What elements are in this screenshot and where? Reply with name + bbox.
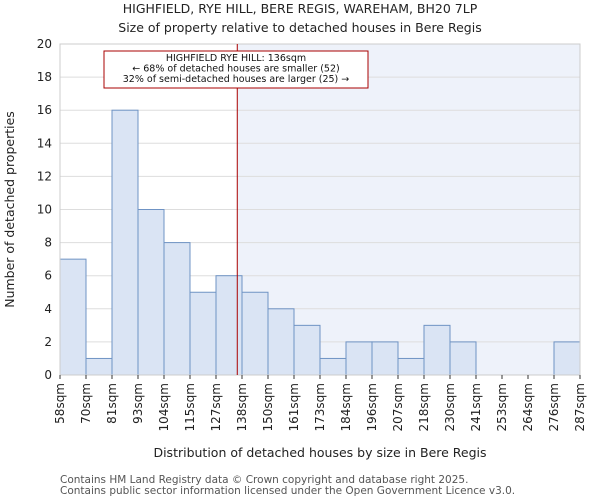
- bar-173sqm: [319, 357, 347, 376]
- x-tick-label: 138sqm: [235, 383, 249, 431]
- bar-207sqm: [397, 357, 425, 376]
- x-tick-label: 264sqm: [521, 383, 535, 431]
- bar-196sqm: [371, 341, 399, 376]
- x-tick-label: 70sqm: [79, 383, 93, 424]
- y-tick-label: 12: [37, 169, 52, 183]
- annotation-line-smaller: ← 68% of detached houses are smaller (52…: [132, 64, 339, 75]
- bar-81sqm: [111, 109, 139, 376]
- y-tick-label: 18: [37, 70, 52, 84]
- x-tick-label: 287sqm: [573, 383, 587, 431]
- y-tick-label: 16: [37, 103, 52, 117]
- y-tick-label: 4: [44, 302, 52, 316]
- x-tick-label: 253sqm: [495, 383, 509, 431]
- footer-copyright: Contains HM Land Registry data © Crown c…: [60, 474, 468, 486]
- y-axis-label: Number of detached properties: [2, 111, 17, 308]
- bar-115sqm: [189, 291, 217, 376]
- y-tick-label: 6: [44, 269, 52, 283]
- bar-58sqm: [59, 258, 87, 376]
- bar-150sqm: [267, 308, 295, 376]
- bar-127sqm: [215, 275, 243, 376]
- x-tick-label: 161sqm: [287, 383, 301, 431]
- x-tick-label: 207sqm: [391, 383, 405, 431]
- x-tick-label: 218sqm: [417, 383, 431, 431]
- x-tick-label: 196sqm: [365, 383, 379, 431]
- y-axis-ticks: 0 2 4 6 8 10 12 14 16 18 20: [37, 37, 52, 382]
- y-tick-label: 0: [44, 368, 52, 382]
- annotation-line-larger: 32% of semi-detached houses are larger (…: [123, 74, 350, 85]
- bar-70sqm: [85, 357, 113, 376]
- x-tick-label: 184sqm: [339, 383, 353, 431]
- y-tick-label: 2: [44, 335, 52, 349]
- x-tick-label: 93sqm: [131, 383, 145, 424]
- x-tick-label: 230sqm: [443, 383, 457, 431]
- chart-title-subtitle: Size of property relative to detached ho…: [118, 20, 481, 35]
- bar-93sqm: [137, 209, 165, 376]
- bar-161sqm: [293, 324, 321, 376]
- annotation-line-property: HIGHFIELD RYE HILL: 136sqm: [166, 53, 306, 64]
- y-tick-label: 8: [44, 236, 52, 250]
- x-tick-label: 173sqm: [313, 383, 327, 431]
- bar-138sqm: [241, 291, 269, 376]
- x-tick-label: 104sqm: [157, 383, 171, 431]
- annotation-box: [103, 50, 369, 89]
- x-axis-ticks: 58sqm 70sqm 81sqm 93sqm 104sqm 115sqm 127sqm 13…: [53, 375, 587, 431]
- bar-276sqm: [553, 341, 581, 376]
- bar-104sqm: [163, 242, 191, 376]
- bar-184sqm: [345, 341, 373, 376]
- y-tick-label: 10: [37, 203, 52, 217]
- x-tick-label: 241sqm: [469, 383, 483, 431]
- y-tick-label: 20: [37, 37, 52, 51]
- bar-218sqm: [423, 324, 451, 376]
- x-tick-label: 127sqm: [209, 383, 223, 431]
- x-tick-label: 115sqm: [183, 383, 197, 431]
- x-tick-label: 150sqm: [261, 383, 275, 431]
- x-axis-label: Distribution of detached houses by size …: [153, 445, 486, 460]
- x-tick-label: 276sqm: [547, 383, 561, 431]
- x-tick-label: 58sqm: [53, 383, 67, 424]
- y-tick-label: 14: [37, 136, 52, 150]
- footer-licence: Contains public sector information licen…: [60, 485, 515, 497]
- x-tick-label: 81sqm: [105, 383, 119, 424]
- bar-230sqm: [449, 341, 477, 376]
- chart-title-address: HIGHFIELD, RYE HILL, BERE REGIS, WAREHAM…: [123, 1, 478, 16]
- property-annotation: HIGHFIELD RYE HILL: 136sqm ← 68% of deta…: [103, 50, 369, 89]
